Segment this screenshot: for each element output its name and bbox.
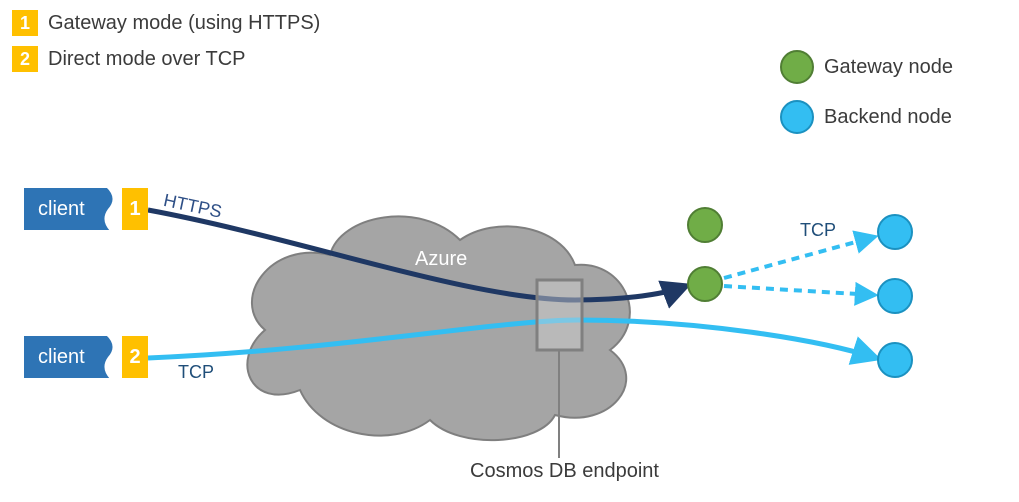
diagram-canvas	[0, 0, 1019, 502]
client-2-notch-icon	[104, 335, 124, 379]
client-1-label: client	[38, 198, 85, 221]
cosmos-endpoint-rect	[537, 280, 582, 350]
client-2-connector-num: 2	[129, 346, 140, 369]
client-1-connector-num: 1	[129, 198, 140, 221]
azure-cloud-label: Azure	[415, 248, 467, 271]
client-1-notch-icon	[104, 187, 124, 231]
cosmos-endpoint-label: Cosmos DB endpoint	[470, 460, 659, 483]
client-2-label: client	[38, 346, 85, 369]
edge-gateway-to-backend-1	[724, 237, 874, 278]
edge-gateway-to-backend-2	[724, 286, 874, 295]
gateway-node-2	[688, 267, 722, 301]
backend-node-1	[878, 215, 912, 249]
client-box-1: client	[24, 188, 122, 230]
backend-node-3	[878, 343, 912, 377]
gateway-node-1	[688, 208, 722, 242]
client-box-2: client	[24, 336, 122, 378]
tcp-label-2: TCP	[800, 220, 836, 241]
tcp-label-1: TCP	[178, 362, 214, 383]
backend-node-2	[878, 279, 912, 313]
client-1-connector: 1	[122, 188, 148, 230]
client-2-connector: 2	[122, 336, 148, 378]
